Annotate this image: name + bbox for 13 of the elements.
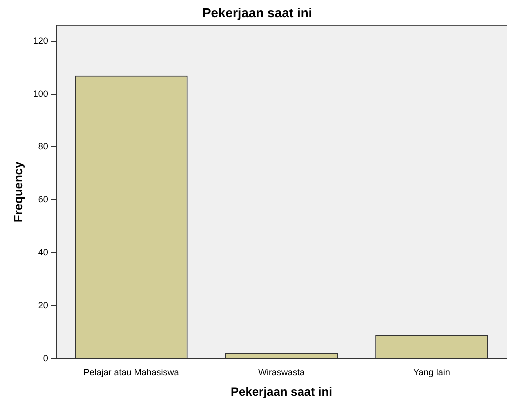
y-tick-label: 40: [38, 248, 48, 258]
y-tick-label: 0: [43, 353, 48, 364]
y-tick-label: 100: [33, 88, 48, 99]
y-tick-label: 20: [38, 300, 48, 310]
chart-title: Pekerjaan saat ini: [202, 5, 312, 20]
x-tick-label: Yang lain: [413, 368, 450, 378]
x-tick-label: Wiraswasta: [258, 368, 305, 378]
x-tick-label: Pelajar atau Mahasiswa: [84, 368, 180, 378]
y-tick-label: 60: [38, 194, 48, 205]
y-axis-title: Frequency: [12, 162, 26, 223]
y-tick-label: 120: [33, 36, 48, 46]
y-tick-label: 80: [38, 142, 48, 152]
x-axis-title: Pekerjaan saat ini: [231, 385, 332, 400]
